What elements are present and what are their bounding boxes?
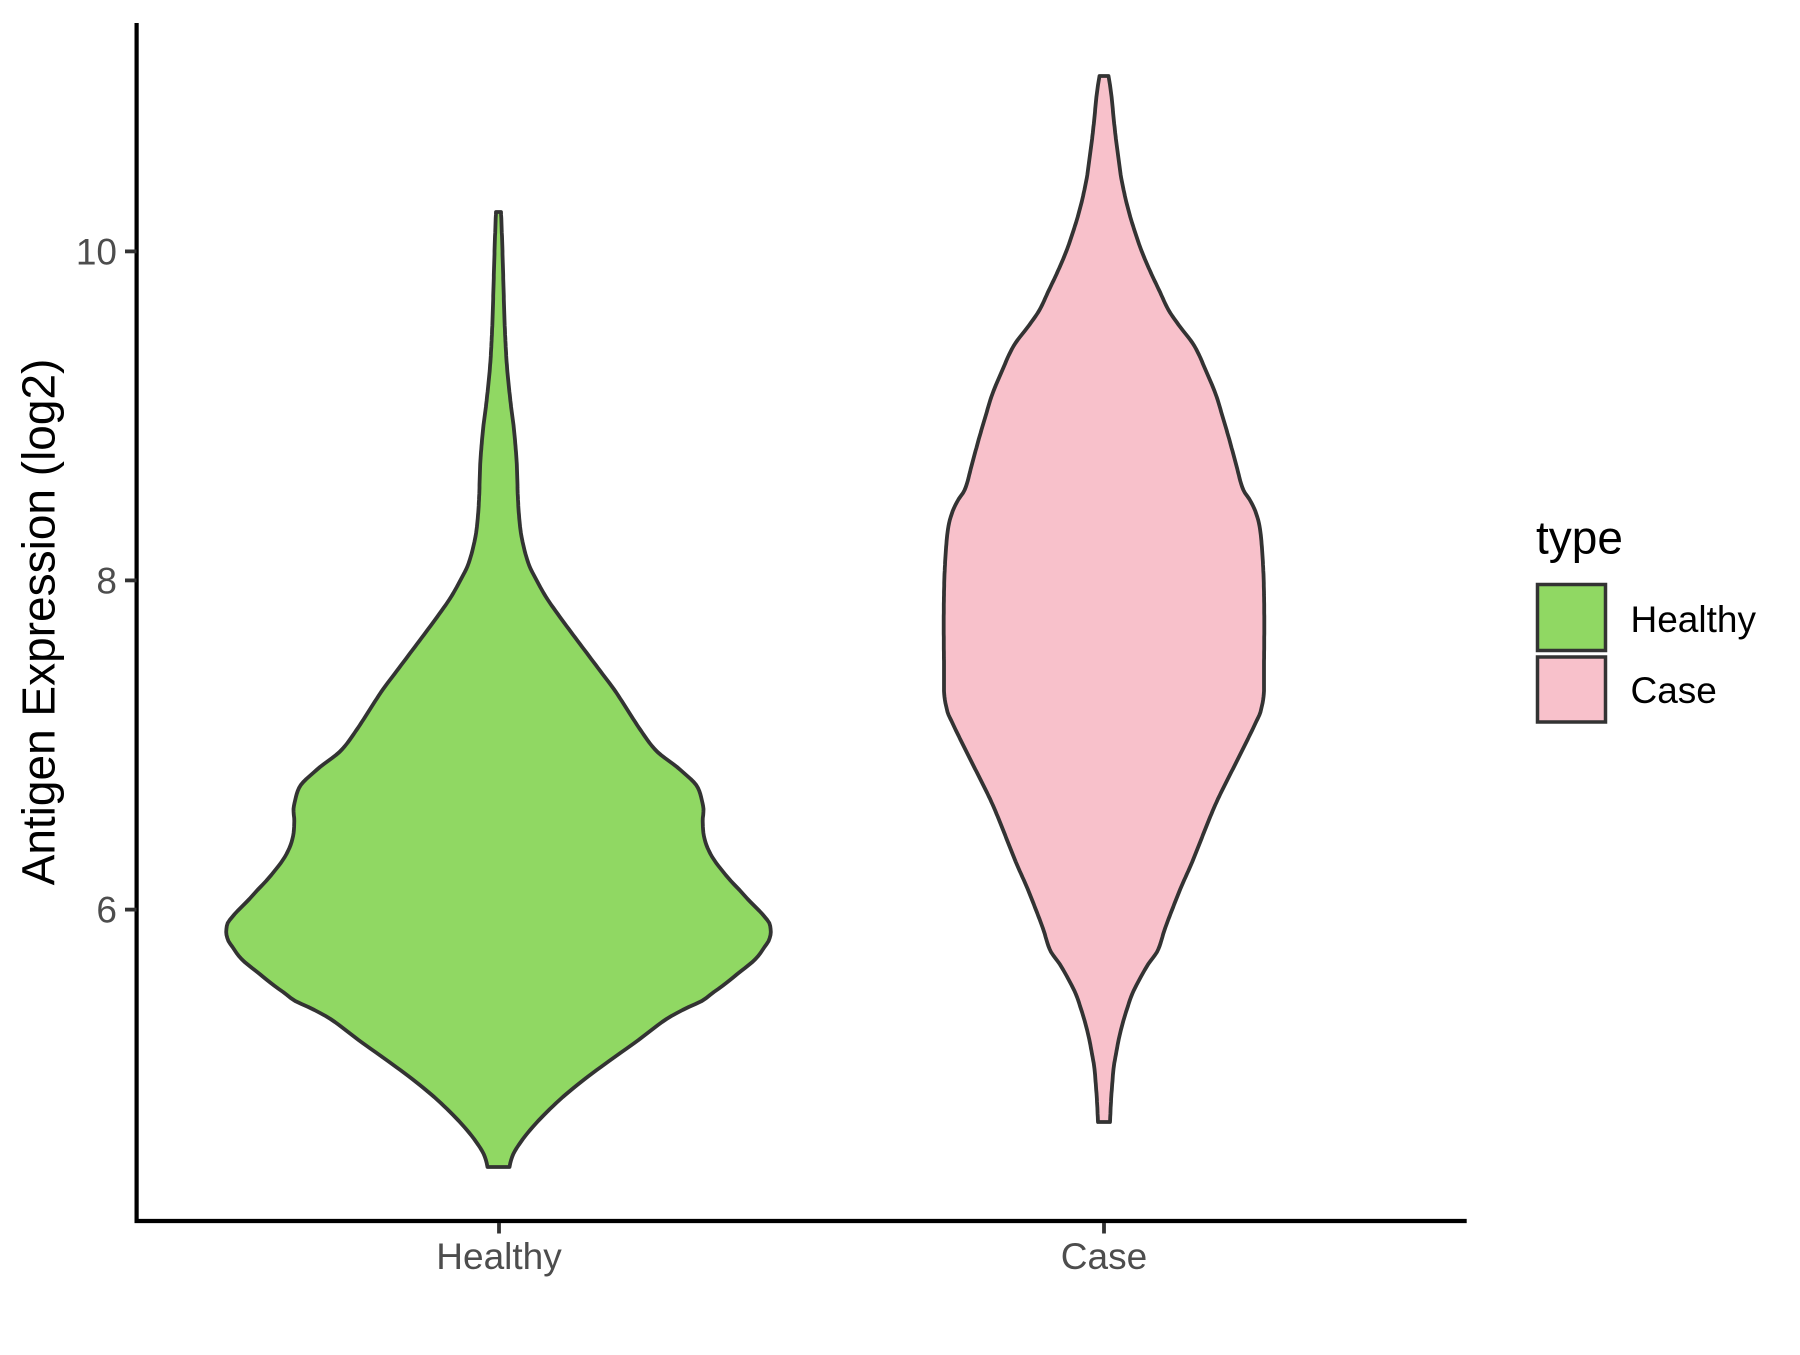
svg-text:6: 6 bbox=[96, 890, 117, 931]
svg-text:10: 10 bbox=[76, 231, 117, 272]
svg-text:Healthy: Healthy bbox=[1631, 599, 1757, 640]
svg-text:Healthy: Healthy bbox=[436, 1236, 562, 1277]
svg-text:Case: Case bbox=[1631, 670, 1717, 711]
svg-text:8: 8 bbox=[96, 560, 117, 601]
svg-text:Antigen Expression (log2): Antigen Expression (log2) bbox=[13, 359, 65, 886]
svg-text:Case: Case bbox=[1061, 1236, 1147, 1277]
svg-text:type: type bbox=[1536, 512, 1623, 564]
